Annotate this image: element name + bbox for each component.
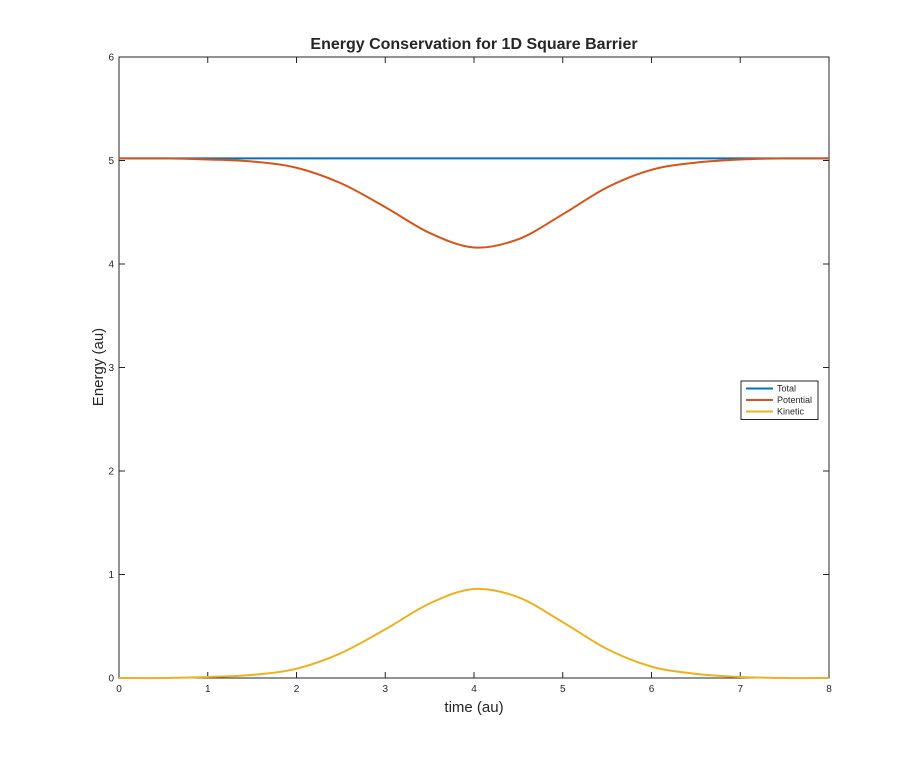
x-tick-label: 6 [649, 684, 655, 695]
x-tick-label: 3 [382, 684, 388, 695]
plot-area [118, 56, 830, 679]
legend-label-potential: Potential [777, 395, 812, 405]
x-tick-label: 4 [471, 684, 477, 695]
y-tick-label: 4 [108, 260, 114, 271]
series-lines [118, 157, 830, 680]
y-tick-label: 6 [108, 53, 114, 64]
y-tick-label: 0 [108, 674, 114, 685]
x-tick-label: 1 [205, 684, 211, 695]
x-axis-label: time (au) [444, 699, 503, 716]
axis-ticks: 0 1 2 3 4 5 6 7 8 0 1 2 3 4 5 6 [108, 53, 832, 696]
legend-label-total: Total [777, 384, 796, 394]
x-tick-label: 7 [737, 684, 743, 695]
x-tick-label: 8 [826, 684, 832, 695]
series-line-potential [118, 157, 830, 249]
y-tick-label: 2 [108, 467, 114, 478]
y-tick-label: 5 [108, 156, 114, 167]
y-tick-label: 1 [108, 570, 114, 581]
chart-title: Energy Conservation for 1D Square Barrie… [310, 36, 637, 53]
series-line-kinetic [118, 587, 830, 680]
y-axis-label: Energy (au) [90, 328, 107, 406]
legend-label-kinetic: Kinetic [777, 407, 805, 417]
y-tick-label: 3 [108, 363, 114, 374]
x-tick-label: 2 [294, 684, 300, 695]
x-tick-label: 5 [560, 684, 566, 695]
x-tick-label: 0 [116, 684, 122, 695]
